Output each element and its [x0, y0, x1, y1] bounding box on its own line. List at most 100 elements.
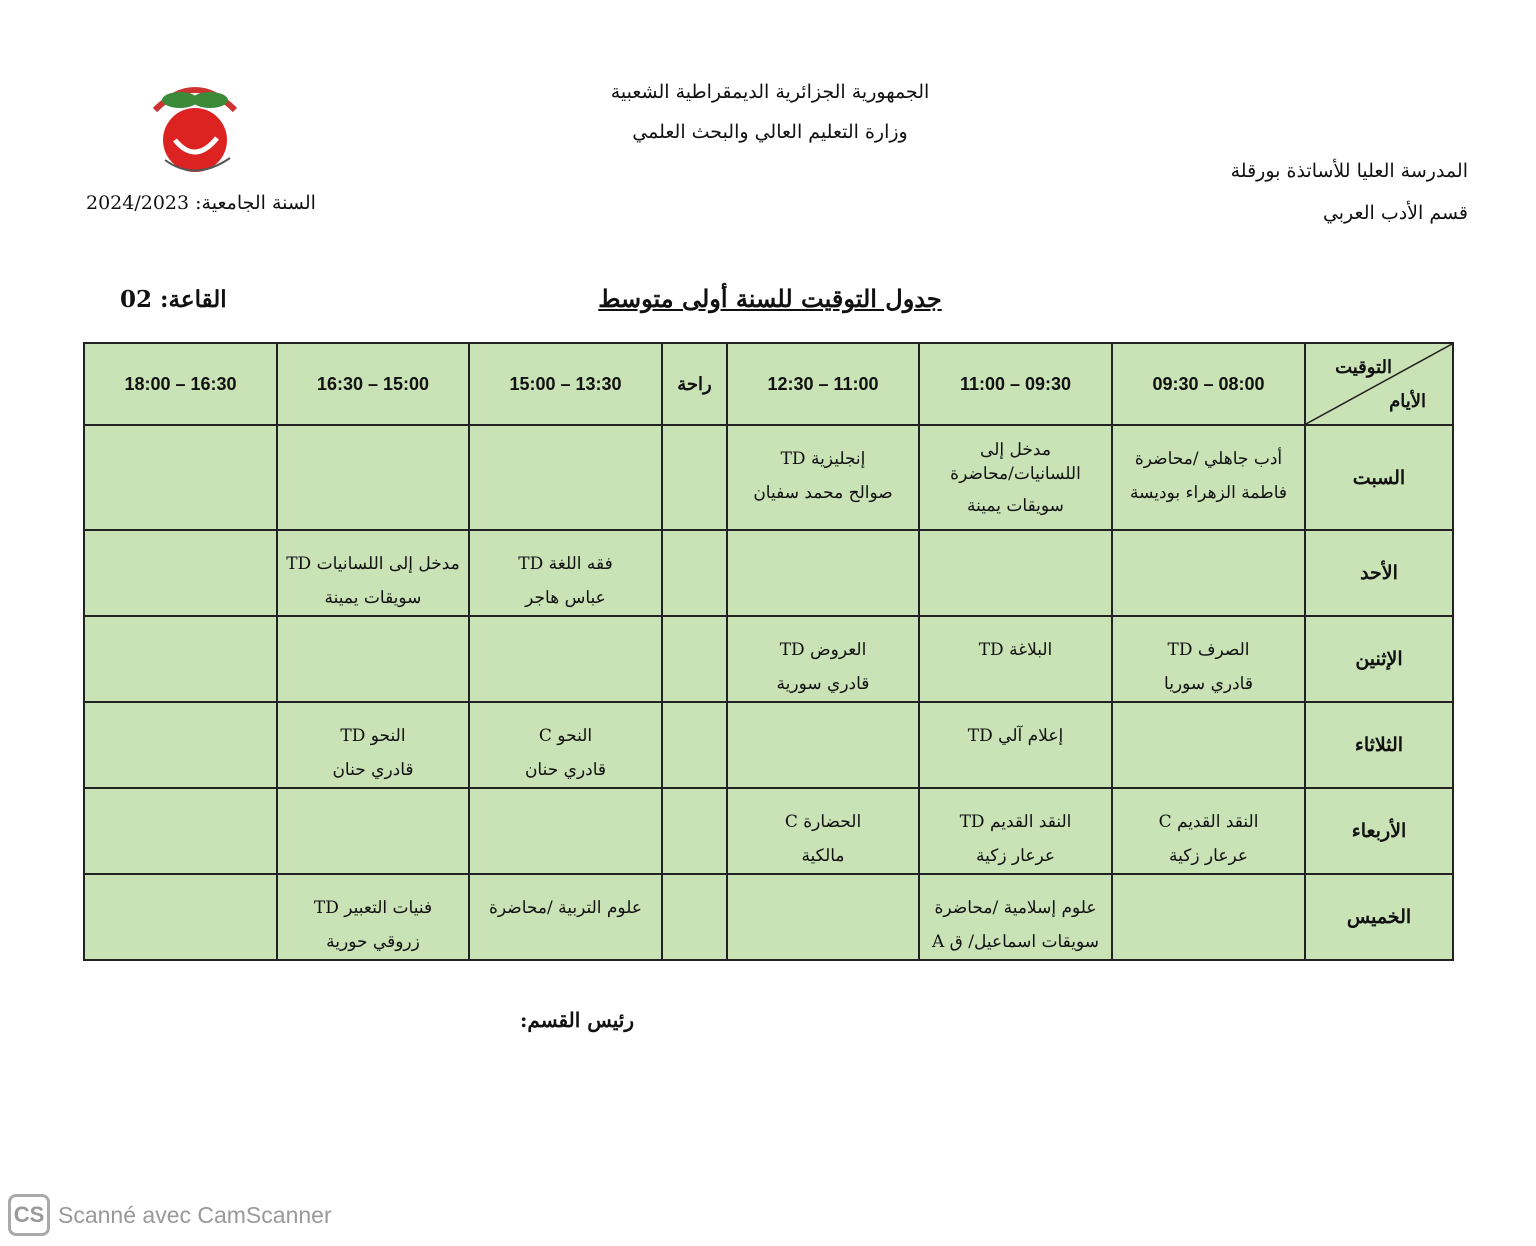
- teacher-name: قادري حنان: [332, 760, 414, 780]
- table-row: السبت أدب جاهلي /محاضرة فاطمة الزهراء بودي…: [83, 424, 1454, 531]
- session-cell: [661, 873, 728, 961]
- course-name: أدب جاهلي /محاضرة: [1134, 449, 1283, 469]
- session-cell: [468, 787, 663, 875]
- header-row: التوقيت الأيام 09:30 – 08:00 11:00 – 09:3…: [83, 342, 1454, 426]
- day-cell: الثلاثاء: [1304, 701, 1454, 789]
- session-cell: [661, 424, 728, 531]
- teacher-name: زروقي حورية: [326, 932, 420, 952]
- teacher-name: قادري سوريا: [1164, 674, 1253, 694]
- corner-time-label: التوقيت: [1335, 357, 1392, 377]
- teacher-name: سويقات يمينة: [324, 588, 422, 608]
- session-cell: [83, 529, 278, 617]
- teacher-name: عرعار زكية: [1168, 846, 1248, 866]
- school-logo: [135, 70, 255, 185]
- course-name: النحو C: [538, 726, 593, 746]
- teacher-name: قادري سورية: [776, 674, 870, 694]
- time-slot-header: 12:30 – 11:00: [726, 342, 920, 426]
- corner-days-label: الأيام: [1389, 391, 1426, 411]
- course-name: علوم إسلامية /محاضرة: [934, 898, 1097, 918]
- session-cell: الصرف TD قادري سوريا: [1111, 615, 1306, 703]
- course-name: النقد القديم C: [1158, 812, 1259, 832]
- school-name: المدرسة العليا للأساتذة بورقلة: [1230, 160, 1468, 182]
- department-name: قسم الأدب العربي: [1322, 202, 1468, 224]
- teacher-name: صوالح محمد سفيان: [753, 483, 893, 503]
- session-cell: [726, 529, 920, 617]
- republic-name: الجمهورية الجزائرية الديمقراطية الشعبية: [610, 81, 930, 103]
- academic-year: السنة الجامعية: 2024/2023: [86, 192, 316, 214]
- teacher-name: فاطمة الزهراء بوديسة: [1129, 483, 1288, 503]
- header-right: المدرسة العليا للأساتذة بورقلة قسم الأدب…: [1231, 150, 1468, 234]
- session-cell: [1111, 701, 1306, 789]
- teacher-name: قادري حنان: [524, 760, 607, 780]
- course-name: إعلام آلي TD: [967, 726, 1064, 746]
- camscanner-logo-icon: CS: [8, 1194, 50, 1236]
- table-row: الأحد فقه اللغة TD عباس هاجر مدخل إلى اللسا…: [83, 529, 1454, 617]
- course-name: العروض TD: [779, 640, 867, 660]
- table-row: الخميس علوم إسلامية /محاضرة سويقات اسماعيل…: [83, 873, 1454, 961]
- timetable: التوقيت الأيام 09:30 – 08:00 11:00 – 09:3…: [83, 342, 1454, 961]
- department-head-signature-label: رئيس القسم:: [520, 1008, 635, 1032]
- session-cell: الحضارة C مالكية: [726, 787, 920, 875]
- session-cell: [468, 615, 663, 703]
- session-cell: النقد القديم TD عرعار زكية: [918, 787, 1113, 875]
- session-cell: النحو TD قادري حنان: [276, 701, 470, 789]
- session-cell: [468, 424, 663, 531]
- table-row: الثلاثاء إعلام آلي TD النحو C قادري حنان الن…: [83, 701, 1454, 789]
- day-cell: الخميس: [1304, 873, 1454, 961]
- session-cell: أدب جاهلي /محاضرة فاطمة الزهراء بوديسة: [1111, 424, 1306, 531]
- ministry-name: وزارة التعليم العالي والبحث العلمي: [632, 121, 908, 143]
- time-slot-header: 18:00 – 16:30: [83, 342, 278, 426]
- session-cell: إنجليزية TD صوالح محمد سفيان: [726, 424, 920, 531]
- course-name: البلاغة TD: [978, 640, 1053, 660]
- course-name: إنجليزية TD: [780, 449, 866, 469]
- course-name: مدخل إلى اللسانيات TD: [286, 554, 460, 574]
- session-cell: [661, 701, 728, 789]
- course-name: اللسانيات/محاضرة: [950, 464, 1081, 484]
- course-name: النقد القديم TD: [959, 812, 1072, 832]
- session-cell: [276, 424, 470, 531]
- session-cell: فقه اللغة TD عباس هاجر: [468, 529, 663, 617]
- session-cell: [83, 701, 278, 789]
- session-cell: علوم التربية /محاضرة: [468, 873, 663, 961]
- day-cell: الأربعاء: [1304, 787, 1454, 875]
- teacher-name: سويقات اسماعيل/ ق A: [931, 932, 1100, 952]
- session-cell: [83, 787, 278, 875]
- course-name: الحضارة C: [784, 812, 862, 832]
- session-cell: [661, 787, 728, 875]
- course-name: علوم التربية /محاضرة: [489, 898, 642, 918]
- table-row: الأربعاء النقد القديم C عرعار زكية النقد ال…: [83, 787, 1454, 875]
- course-name: فقه اللغة TD: [518, 554, 613, 574]
- camscanner-watermark: CS Scanné avec CamScanner: [8, 1194, 332, 1236]
- session-cell: [83, 615, 278, 703]
- session-cell: [726, 873, 920, 961]
- day-cell: السبت: [1304, 424, 1454, 531]
- page-title: جدول التوقيت للسنة أولى متوسط: [598, 284, 942, 313]
- session-cell: إعلام آلي TD: [918, 701, 1113, 789]
- watermark-text: Scanné avec CamScanner: [58, 1201, 332, 1228]
- session-cell: [661, 615, 728, 703]
- session-cell: النقد القديم C عرعار زكية: [1111, 787, 1306, 875]
- day-cell: الأحد: [1304, 529, 1454, 617]
- session-cell: البلاغة TD: [918, 615, 1113, 703]
- day-cell: الإثنين: [1304, 615, 1454, 703]
- header-center: الجمهورية الجزائرية الديمقراطية الشعبية …: [560, 72, 980, 152]
- teacher-name: مالكية: [801, 846, 845, 866]
- time-slot-header: 09:30 – 08:00: [1111, 342, 1306, 426]
- course-name: فنيات التعبير TD: [313, 898, 433, 918]
- teacher-name: عرعار زكية: [975, 846, 1055, 866]
- session-cell: [83, 873, 278, 961]
- teacher-name: سويقات يمينة: [967, 496, 1064, 516]
- session-cell: مدخل إلى اللسانيات/محاضرة سويقات يمينة: [918, 424, 1113, 531]
- break-column-header: راحة: [661, 342, 728, 426]
- session-cell: [1111, 873, 1306, 961]
- corner-cell: التوقيت الأيام: [1304, 342, 1454, 426]
- session-cell: [918, 529, 1113, 617]
- session-cell: العروض TD قادري سورية: [726, 615, 920, 703]
- teacher-name: عباس هاجر: [525, 588, 606, 608]
- session-cell: [1111, 529, 1306, 617]
- table-row: الإثنين الصرف TD قادري سوريا البلاغة TD العر…: [83, 615, 1454, 703]
- time-slot-header: 11:00 – 09:30: [918, 342, 1113, 426]
- session-cell: [83, 424, 278, 531]
- course-name: الصرف TD: [1167, 640, 1250, 660]
- room-label: القاعة: 02: [120, 286, 227, 313]
